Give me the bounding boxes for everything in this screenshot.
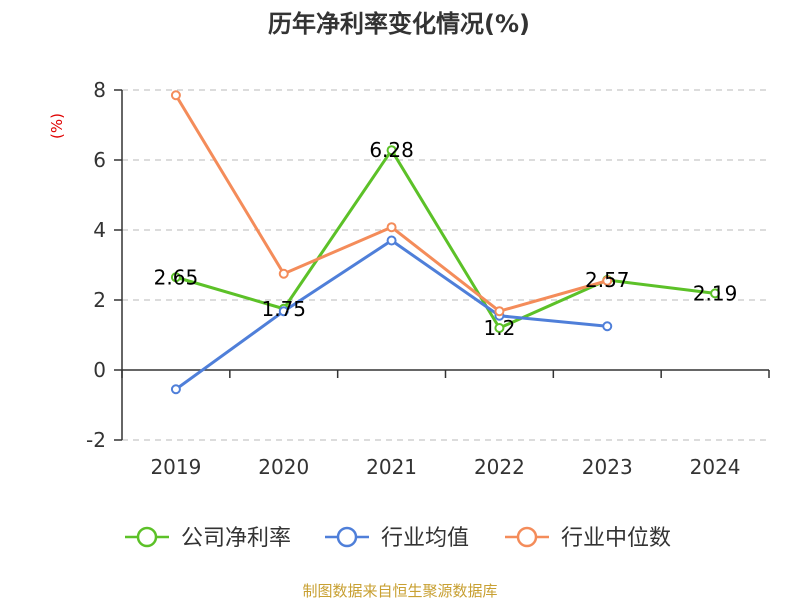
data-point[interactable] xyxy=(170,90,181,101)
data-point[interactable] xyxy=(386,222,397,233)
data-point[interactable] xyxy=(278,306,289,317)
legend-marker xyxy=(516,526,538,548)
legend-label: 行业均值 xyxy=(381,526,469,551)
data-point[interactable] xyxy=(494,323,505,333)
y-tick-label: 8 xyxy=(93,78,106,102)
data-point[interactable] xyxy=(494,306,505,317)
data-point[interactable] xyxy=(278,268,289,279)
series-line xyxy=(175,239,608,391)
source-note: 制图数据来自恒生聚源数据库 xyxy=(302,582,497,600)
x-tick-label: 2019 xyxy=(150,455,201,479)
legend-item[interactable]: 公司净利率 xyxy=(125,526,291,551)
x-tick-label: 2024 xyxy=(690,455,741,479)
legend-marker xyxy=(136,526,158,548)
legend-label: 公司净利率 xyxy=(181,526,291,551)
legend-item[interactable]: 行业均值 xyxy=(325,526,469,551)
y-axis-label: (%) xyxy=(48,113,66,139)
data-point[interactable] xyxy=(602,275,613,286)
x-tick-label: 2021 xyxy=(366,455,417,479)
legend-item[interactable]: 行业中位数 xyxy=(505,526,671,551)
legend-marker xyxy=(336,526,358,548)
data-label: 2.19 xyxy=(693,281,738,305)
data-label: 1.75 xyxy=(261,297,306,321)
data-label: 1.2 xyxy=(484,316,516,340)
x-tick-label: 2023 xyxy=(582,455,633,479)
data-point[interactable] xyxy=(386,145,397,156)
data-label: 6.28 xyxy=(369,138,414,162)
data-point[interactable] xyxy=(170,384,181,395)
y-tick-label: 0 xyxy=(93,358,106,382)
y-tick-label: -2 xyxy=(86,428,106,452)
data-point[interactable] xyxy=(170,272,181,283)
series-line xyxy=(175,148,716,330)
data-label: 2.57 xyxy=(585,268,630,292)
y-tick-label: 2 xyxy=(93,288,106,312)
chart-title: 历年净利率变化情况(%) xyxy=(268,10,530,38)
y-tick-label: 4 xyxy=(93,218,106,242)
x-tick-label: 2022 xyxy=(474,455,525,479)
data-label: 2.65 xyxy=(154,265,199,289)
y-tick-label: 6 xyxy=(93,148,106,172)
data-point[interactable] xyxy=(710,288,721,299)
data-point[interactable] xyxy=(386,235,397,246)
x-tick-label: 2020 xyxy=(258,455,309,479)
data-point[interactable] xyxy=(602,321,613,332)
legend-label: 行业中位数 xyxy=(561,526,671,551)
series-line xyxy=(174,94,608,313)
